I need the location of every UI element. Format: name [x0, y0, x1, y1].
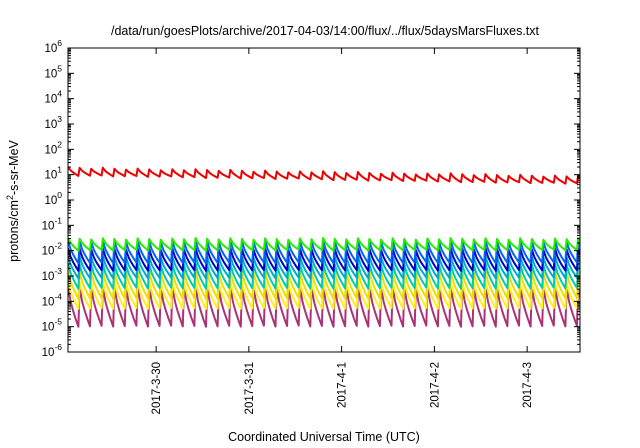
y-axis-label: protons/cm2-s-sr-MeV [5, 139, 21, 261]
plot-frame [67, 47, 581, 353]
y-axis: 10-6 10-5 10-4 10-3 10-2 10-1 100 101 102 103 104 1… [42, 38, 580, 359]
chart-title: /data/run/goesPlots/archive/2017-04-03/1… [111, 24, 540, 38]
x-tick-label: 2017-3-30 [151, 362, 163, 414]
y-tick-label: 106 [44, 38, 62, 55]
y-tick-label: 101 [44, 165, 62, 182]
y-tick-label: 10-1 [42, 215, 63, 232]
x-tick-label: 2017-3-31 [244, 362, 256, 414]
y-tick-label: 102 [44, 139, 62, 156]
y-tick-label: 105 [44, 63, 62, 80]
series-line-red [68, 166, 580, 185]
series-line-blue1 [68, 239, 580, 265]
y-tick-label: 103 [44, 114, 62, 131]
y-tick-label: 100 [44, 190, 62, 207]
x-tick-label: 2017-4-2 [429, 362, 441, 408]
x-axis-label: Coordinated Universal Time (UTC) [228, 430, 420, 444]
x-tick-label: 2017-4-1 [337, 362, 349, 408]
y-axis-label-rest: -s-sr-MeV [7, 139, 21, 195]
y-tick-label: 10-4 [42, 291, 63, 308]
y-tick-label: 104 [44, 89, 62, 106]
x-axis: 2017-3-30 2017-3-31 2017-4-1 2017-4-2 2017-4… [151, 48, 534, 414]
y-tick-label: 10-6 [42, 342, 63, 359]
y-axis-label-sup: 2 [5, 195, 15, 200]
series-layer [68, 166, 580, 328]
y-tick-label: 10-3 [42, 266, 63, 283]
series-line-green [68, 237, 580, 252]
y-tick-label: 10-5 [42, 317, 63, 334]
y-tick-label: 10-2 [42, 241, 63, 258]
x-tick-label: 2017-4-3 [522, 362, 534, 408]
y-axis-label-main: protons/cm [7, 200, 21, 262]
